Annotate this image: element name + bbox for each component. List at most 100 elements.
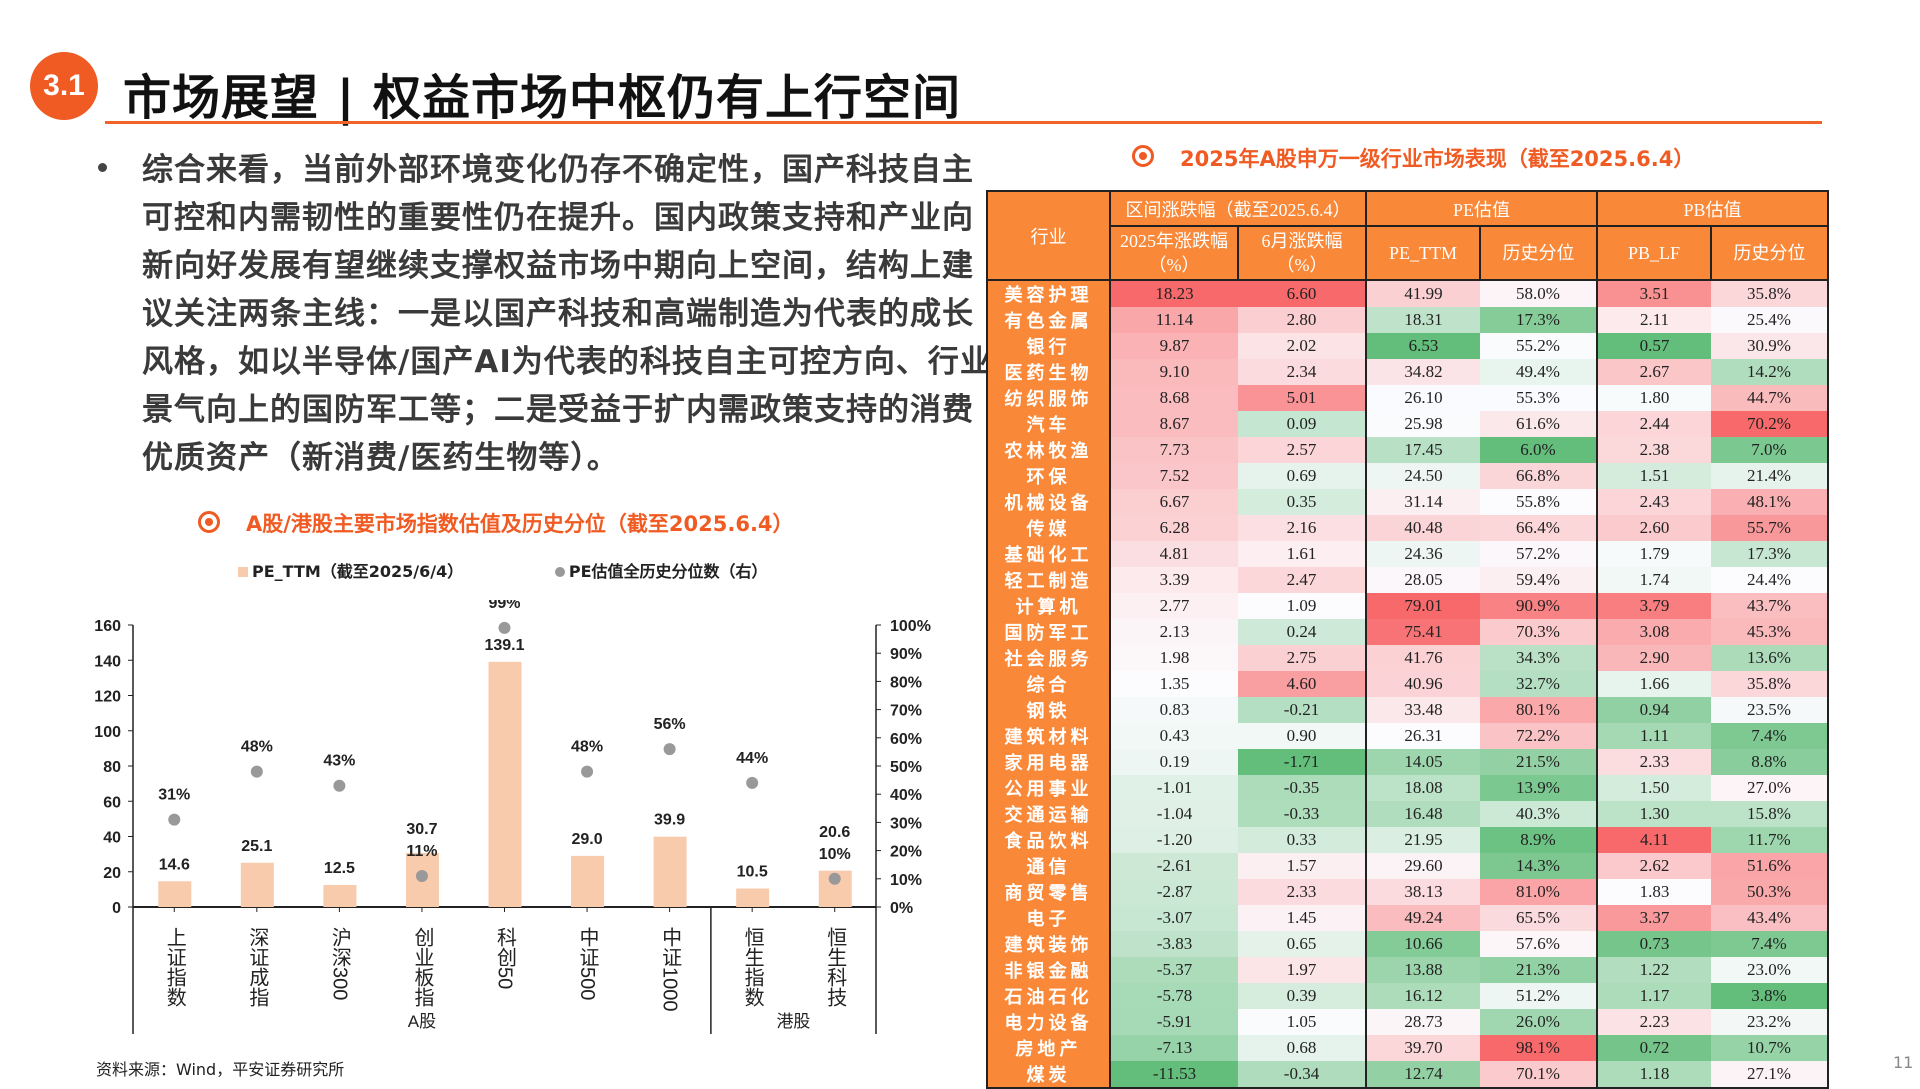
cell-pb-percentile: 27.1% [1711,1061,1829,1089]
cell-industry: 国防军工 [986,619,1111,645]
cell-ytd-change: 8.68 [1110,385,1238,411]
table-row: 国防军工 2.13 0.24 75.41 70.3% 3.08 45.3% [986,619,1829,645]
cell-pe-ttm: 21.95 [1366,827,1480,853]
category-label: 中证500 [576,927,598,1001]
summary-paragraph: 综合来看，当前外部环境变化仍存不确定性，国产科技自主 可控和内需韧性的重要性仍在… [142,146,991,482]
table-row: 食品饮料 -1.20 0.33 21.95 8.9% 4.11 11.7% [986,827,1829,853]
table-row: 电子 -3.07 1.45 49.24 65.5% 3.37 43.4% [986,905,1829,931]
cell-pe-percentile: 70.1% [1480,1061,1598,1089]
legend-bar-swatch [238,567,248,577]
category-label: 恒生指数 [741,927,764,1007]
cell-pe-ttm: 41.76 [1366,645,1480,671]
legend-dot-label: PE估值全历史分位数（右） [568,562,768,581]
cell-pe-ttm: 39.70 [1366,1035,1480,1061]
cell-pb-lf: 2.62 [1597,853,1711,879]
cell-industry: 电子 [986,905,1111,931]
header-june-change: 6月涨跌幅（%） [1237,225,1367,281]
cell-industry: 社会服务 [986,645,1111,671]
cell-ytd-change: 7.52 [1110,463,1238,489]
header-pb-percentile: 历史分位 [1710,225,1829,281]
cell-industry: 商贸零售 [986,879,1111,905]
percentile-label: 43% [323,753,355,770]
cell-ytd-change: -1.04 [1110,801,1238,827]
cell-ytd-change: 1.98 [1110,645,1238,671]
cell-ytd-change: -11.53 [1110,1061,1238,1089]
table-row: 环保 7.52 0.69 24.50 66.8% 1.51 21.4% [986,463,1829,489]
table-row: 建筑材料 0.43 0.90 26.31 72.2% 1.11 7.4% [986,723,1829,749]
pe-bar-label: 14.6 [159,856,190,873]
y2-tick-label: 50% [890,759,922,776]
page-number: 11 [1893,1053,1914,1072]
cell-june-change: 1.61 [1238,541,1367,567]
cell-pe-ttm: 12.74 [1366,1061,1480,1089]
cell-pb-lf: 1.51 [1597,463,1711,489]
cell-pb-percentile: 25.4% [1711,307,1829,333]
cell-industry: 公用事业 [986,775,1111,801]
summary-line: 优质资产（新消费/医药生物等）。 [142,440,619,476]
percentile-label: 56% [654,716,686,733]
y-tick-label: 20 [103,865,121,882]
table-row: 交通运输 -1.04 -0.33 16.48 40.3% 1.30 15.8% [986,801,1829,827]
cell-ytd-change: -5.78 [1110,983,1238,1009]
cell-pb-percentile: 35.8% [1711,671,1829,697]
cell-pe-percentile: 21.5% [1480,749,1598,775]
category-label: 深证成指 [246,927,269,1007]
percentile-label: 48% [241,739,273,756]
header-pe-ttm: PE_TTM [1365,225,1481,281]
cell-pe-ttm: 18.31 [1366,307,1480,333]
cell-pb-lf: 3.37 [1597,905,1711,931]
cell-june-change: 2.16 [1238,515,1367,541]
cell-pe-percentile: 55.3% [1480,385,1598,411]
cell-pb-lf: 2.67 [1597,359,1711,385]
cell-pe-ttm: 26.31 [1366,723,1480,749]
header-group-pe: PE估值 [1365,190,1598,227]
cell-pb-lf: 1.80 [1597,385,1711,411]
cell-june-change: 1.09 [1238,593,1367,619]
cell-pb-percentile: 55.7% [1711,515,1829,541]
y-tick-label: 100 [94,724,121,741]
y2-tick-label: 80% [890,674,922,691]
cell-pb-percentile: 13.6% [1711,645,1829,671]
y2-tick-label: 30% [890,815,922,832]
y-tick-label: 40 [103,830,121,847]
category-label: 上证指数 [163,927,186,1007]
pe-bar-label: 39.9 [654,812,685,829]
table-row: 农林牧渔 7.73 2.57 17.45 6.0% 2.38 7.0% [986,437,1829,463]
cell-pb-lf: 1.50 [1597,775,1711,801]
cell-pb-percentile: 23.0% [1711,957,1829,983]
percentile-label: 48% [571,739,603,756]
table-row: 通信 -2.61 1.57 29.60 14.3% 2.62 51.6% [986,853,1829,879]
pe-bar-label: 12.5 [324,860,355,877]
cell-pe-percentile: 58.0% [1480,280,1598,307]
cell-pe-ttm: 41.99 [1366,280,1480,307]
cell-industry: 非银金融 [986,957,1111,983]
cell-ytd-change: -3.07 [1110,905,1238,931]
cell-pb-lf: 0.72 [1597,1035,1711,1061]
pe-bar [488,661,522,907]
cell-pe-ttm: 14.05 [1366,749,1480,775]
cell-june-change: 0.90 [1238,723,1367,749]
cell-industry: 美容护理 [986,280,1111,307]
y-tick-label: 0 [112,900,121,917]
cell-june-change: 0.39 [1238,983,1367,1009]
table-row: 商贸零售 -2.87 2.33 38.13 81.0% 1.83 50.3% [986,879,1829,905]
legend-bar-label: PE_TTM（截至2025/6/4） [252,562,464,581]
cell-pe-ttm: 18.08 [1366,775,1480,801]
table-row: 家用电器 0.19 -1.71 14.05 21.5% 2.33 8.8% [986,749,1829,775]
cell-pb-lf: 1.18 [1597,1061,1711,1089]
cell-ytd-change: 7.73 [1110,437,1238,463]
cell-pe-percentile: 72.2% [1480,723,1598,749]
page-title: 市场展望 | 权益市场中枢仍有上行空间 [123,70,961,126]
table-row: 计算机 2.77 1.09 79.01 90.9% 3.79 43.7% [986,593,1829,619]
table-row: 综合 1.35 4.60 40.96 32.7% 1.66 35.8% [986,671,1829,697]
table-row: 建筑装饰 -3.83 0.65 10.66 57.6% 0.73 7.4% [986,931,1829,957]
table-row: 基础化工 4.81 1.61 24.36 57.2% 1.79 17.3% [986,541,1829,567]
cell-industry: 计算机 [986,593,1111,619]
cell-june-change: 0.69 [1238,463,1367,489]
chart-legend: PE_TTM（截至2025/6/4） PE估值全历史分位数（右） [238,558,768,582]
cell-pe-ttm: 24.36 [1366,541,1480,567]
cell-industry: 环保 [986,463,1111,489]
cell-industry: 石油石化 [986,983,1111,1009]
legend-dot-swatch [554,567,565,577]
percentile-dot [828,872,841,885]
